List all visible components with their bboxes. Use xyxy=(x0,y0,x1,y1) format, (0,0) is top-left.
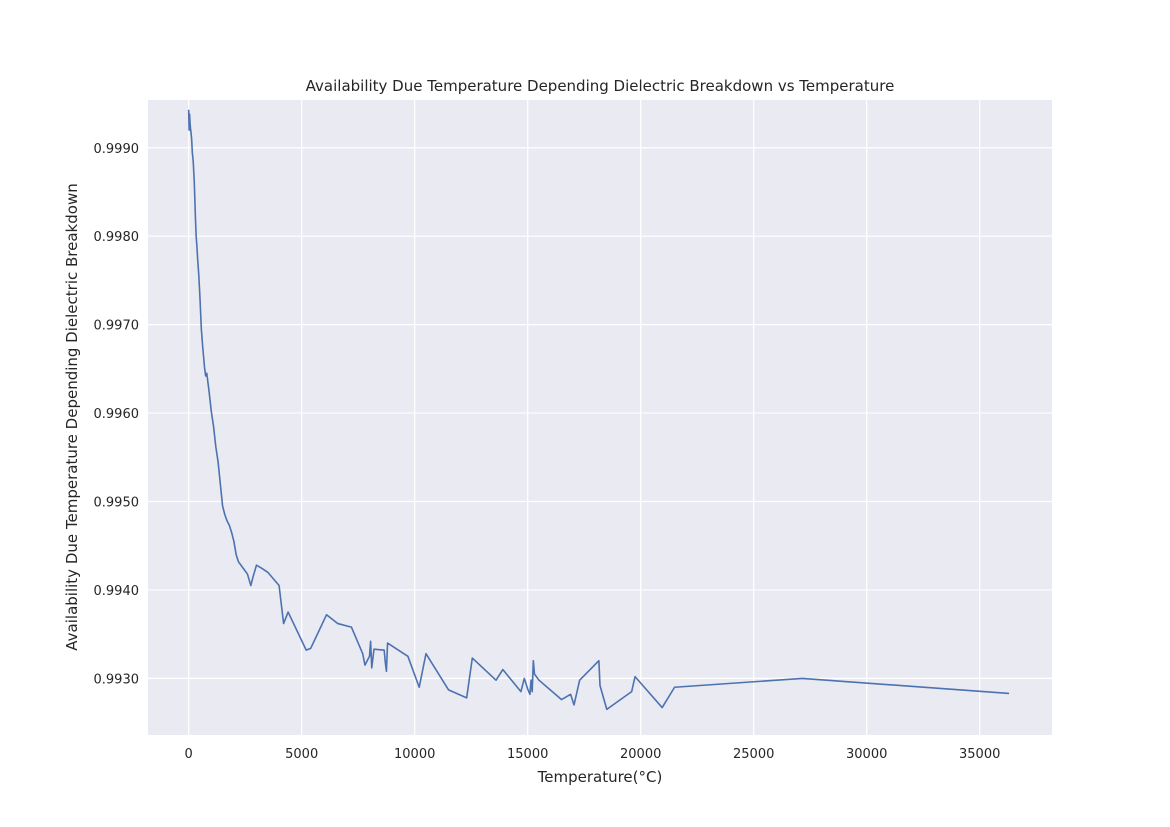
x-gridlines xyxy=(188,100,981,735)
x-tick-label: 35000 xyxy=(959,747,1000,762)
y-tick-label: 0.9930 xyxy=(94,672,140,687)
x-tick-label: 5000 xyxy=(285,747,318,762)
y-tick-label: 0.9980 xyxy=(94,230,140,245)
x-axis-label: Temperature(°C) xyxy=(537,768,663,786)
y-tick-label: 0.9960 xyxy=(94,407,140,422)
y-axis-label: Availability Due Temperature Depending D… xyxy=(63,183,81,650)
y-tick-label: 0.9950 xyxy=(94,496,140,511)
series-line xyxy=(187,109,1010,711)
x-tick-label: 25000 xyxy=(733,747,774,762)
x-tick-labels: 0 5000 10000 15000 20000 25000 30000 35000 xyxy=(185,747,1001,762)
x-tick-label: 15000 xyxy=(507,747,548,762)
plot-area xyxy=(148,100,1052,735)
x-tick-label: 30000 xyxy=(846,747,887,762)
y-tick-labels: 0.9930 0.9940 0.9950 0.9960 0.9970 0.9980 0.99… xyxy=(94,142,140,688)
y-tick-label: 0.9940 xyxy=(94,584,140,599)
y-tick-label: 0.9990 xyxy=(94,142,140,157)
x-tick-label: 20000 xyxy=(620,747,661,762)
chart-title: Availability Due Temperature Depending D… xyxy=(306,77,895,95)
y-tick-label: 0.9970 xyxy=(94,319,140,334)
x-tick-label: 10000 xyxy=(394,747,435,762)
x-tick-label: 0 xyxy=(185,747,193,762)
